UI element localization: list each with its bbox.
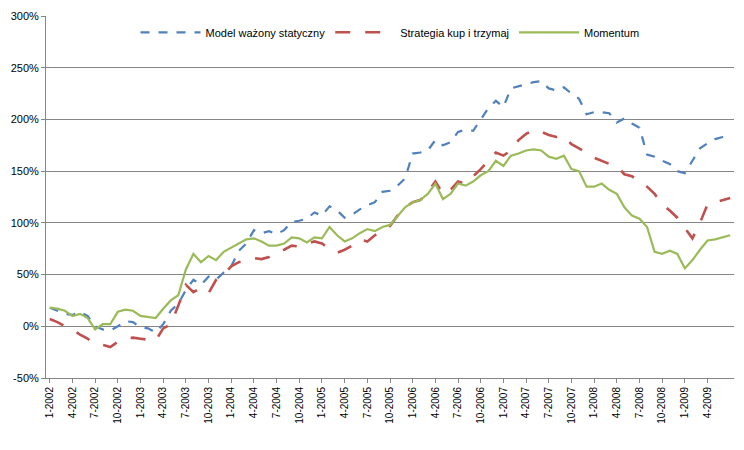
svg-text:1-2007: 1-2007 — [498, 387, 509, 419]
svg-text:10-2006: 10-2006 — [475, 387, 486, 424]
svg-text:10-2002: 10-2002 — [112, 387, 123, 424]
svg-text:10-2007: 10-2007 — [566, 387, 577, 424]
svg-text:1-2005: 1-2005 — [316, 387, 327, 419]
svg-text:7-2004: 7-2004 — [271, 387, 282, 419]
svg-text:1-2006: 1-2006 — [407, 387, 418, 419]
svg-text:4-2003: 4-2003 — [157, 387, 168, 419]
svg-text:4-2009: 4-2009 — [702, 387, 713, 419]
svg-text:10-2005: 10-2005 — [384, 387, 395, 424]
svg-text:Strategia kup i trzymaj: Strategia kup i trzymaj — [400, 27, 509, 39]
svg-text:200%: 200% — [11, 113, 39, 125]
svg-text:Model ważony statyczny: Model ważony statyczny — [206, 27, 326, 39]
svg-text:7-2002: 7-2002 — [89, 387, 100, 419]
svg-text:1-2002: 1-2002 — [44, 387, 55, 419]
svg-text:150%: 150% — [11, 165, 39, 177]
svg-text:Momentum: Momentum — [584, 27, 639, 39]
svg-text:300%: 300% — [11, 10, 39, 22]
svg-text:4-2008: 4-2008 — [611, 387, 622, 419]
svg-text:10-2004: 10-2004 — [294, 387, 305, 424]
svg-text:7-2005: 7-2005 — [362, 387, 373, 419]
svg-text:4-2005: 4-2005 — [339, 387, 350, 419]
svg-text:50%: 50% — [17, 268, 39, 280]
svg-text:250%: 250% — [11, 62, 39, 74]
svg-text:4-2007: 4-2007 — [520, 387, 531, 419]
svg-text:1-2008: 1-2008 — [588, 387, 599, 419]
svg-text:100%: 100% — [11, 217, 39, 229]
svg-text:7-2003: 7-2003 — [180, 387, 191, 419]
svg-text:7-2007: 7-2007 — [543, 387, 554, 419]
svg-text:7-2006: 7-2006 — [452, 387, 463, 419]
svg-text:10-2008: 10-2008 — [656, 387, 667, 424]
svg-text:1-2009: 1-2009 — [679, 387, 690, 419]
svg-text:-50%: -50% — [13, 372, 39, 384]
svg-text:1-2003: 1-2003 — [135, 387, 146, 419]
svg-text:4-2006: 4-2006 — [430, 387, 441, 419]
svg-text:4-2002: 4-2002 — [67, 387, 78, 419]
svg-text:4-2004: 4-2004 — [248, 387, 259, 419]
svg-text:1-2004: 1-2004 — [225, 387, 236, 419]
svg-text:7-2008: 7-2008 — [634, 387, 645, 419]
svg-text:0%: 0% — [23, 320, 39, 332]
svg-text:10-2003: 10-2003 — [203, 387, 214, 424]
